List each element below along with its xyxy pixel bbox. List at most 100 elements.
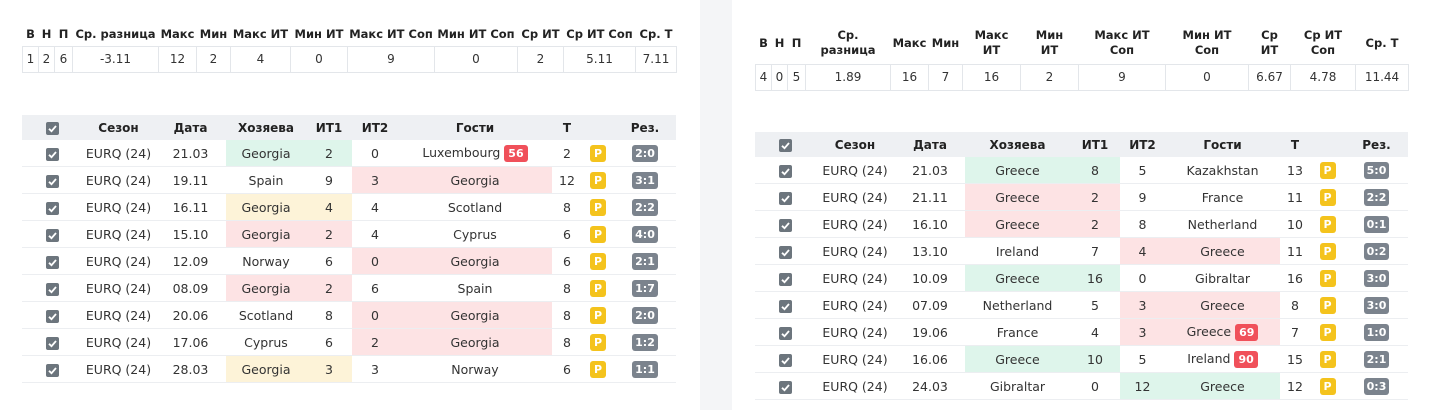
row-checkbox[interactable] <box>22 220 82 248</box>
header-text: Н <box>41 26 52 41</box>
checkbox-icon <box>778 272 792 286</box>
row-checkbox[interactable] <box>22 328 82 356</box>
match-row[interactable]: EURQ (24) 21.11 Greece 2 9 France 11 P 2:2 <box>755 183 1408 211</box>
header-text: Н <box>774 35 785 50</box>
row-checkbox[interactable] <box>755 264 815 292</box>
mark-badge[interactable]: P <box>590 252 606 270</box>
mark-badge[interactable]: P <box>590 279 606 297</box>
home-score: 6 <box>306 328 352 356</box>
match-row[interactable]: EURQ (24) 16.11 Georgia 4 4 Scotland 8 P 2:2 <box>22 193 676 221</box>
mark-cell: P <box>1310 318 1345 346</box>
mark-badge[interactable]: P <box>1319 377 1336 395</box>
match-row[interactable]: EURQ (24) 21.03 Georgia 2 0 Luxembourg 56 2 P 2:0 <box>22 140 676 167</box>
row-checkbox[interactable] <box>755 237 815 265</box>
total: 8 <box>552 193 582 221</box>
season: EURQ (24) <box>82 193 155 221</box>
match-row[interactable]: EURQ (24) 13.10 Ireland 7 4 Greece 11 P 0:2 <box>755 237 1408 265</box>
season: EURQ (24) <box>815 210 895 238</box>
home-score: 8 <box>306 301 352 329</box>
match-row[interactable]: EURQ (24) 19.11 Spain 9 3 Georgia 12 P 3:1 <box>22 166 676 194</box>
match-row[interactable]: EURQ (24) 19.06 France 4 3 Greece 69 7 P 1:0 <box>755 318 1408 346</box>
mark-badge[interactable]: P <box>1319 161 1336 179</box>
header-text: Ср. разница <box>75 26 156 41</box>
match-row[interactable]: EURQ (24) 10.09 Greece 16 0 Gibraltar 16 P 3:0 <box>755 264 1408 292</box>
select-all[interactable] <box>755 132 815 157</box>
match-row[interactable]: EURQ (24) 21.03 Greece 8 5 Kazakhstan 13 P 5:0 <box>755 157 1408 184</box>
mark-badge[interactable]: P <box>1319 215 1336 233</box>
mark-badge[interactable]: P <box>1319 188 1336 206</box>
result-badge: 2:1 <box>1363 350 1390 368</box>
result-cell: 3:0 <box>1345 291 1408 319</box>
summary-value: 0 <box>434 45 518 73</box>
total: 12 <box>1280 372 1310 400</box>
row-checkbox[interactable] <box>755 157 815 184</box>
row-checkbox[interactable] <box>755 183 815 211</box>
match-row[interactable]: EURQ (24) 07.09 Netherland 5 3 Greece 8 P 3:0 <box>755 291 1408 319</box>
mark-badge[interactable]: P <box>1319 242 1336 260</box>
header-text: Мин <box>931 35 960 50</box>
summary-value: 5.11 <box>563 45 636 73</box>
result-badge: 2:2 <box>632 198 658 216</box>
date: 15.10 <box>155 220 226 248</box>
match-row[interactable]: EURQ (24) 16.10 Greece 2 8 Netherland 10 P 0:1 <box>755 210 1408 238</box>
checkbox-icon <box>778 138 792 152</box>
header-text: Ср. Т <box>639 26 673 41</box>
row-checkbox[interactable] <box>755 372 815 400</box>
mark-badge[interactable]: P <box>590 144 606 162</box>
mark-badge[interactable]: P <box>590 171 606 189</box>
checkbox-icon <box>45 201 59 215</box>
header-text: Ср. разница <box>820 27 876 57</box>
mark-badge[interactable]: P <box>1319 323 1336 341</box>
header-cell <box>582 115 614 140</box>
result-cell: 4:0 <box>614 220 676 248</box>
mark-badge[interactable]: P <box>590 333 606 351</box>
row-checkbox[interactable] <box>22 355 82 383</box>
header-cell: Хозяева <box>965 132 1070 157</box>
match-row[interactable]: EURQ (24) 16.06 Greece 10 5 Ireland 90 15 P 2:1 <box>755 345 1408 373</box>
row-checkbox[interactable] <box>755 210 815 238</box>
match-row[interactable]: EURQ (24) 08.09 Georgia 2 6 Spain 8 P 1:7 <box>22 274 676 302</box>
match-row[interactable]: EURQ (24) 12.09 Norway 6 0 Georgia 6 P 2:1 <box>22 247 676 275</box>
row-checkbox[interactable] <box>22 193 82 221</box>
header-cell: Гости <box>1165 132 1280 157</box>
match-row[interactable]: EURQ (24) 17.06 Cyprus 6 2 Georgia 8 P 1:2 <box>22 328 676 356</box>
match-row[interactable]: EURQ (24) 24.03 Gibraltar 0 12 Greece 12 P 0:3 <box>755 372 1408 400</box>
home-team: Scotland <box>226 301 306 329</box>
away-name: Greece <box>1200 243 1245 259</box>
result-cell: 3:0 <box>1345 264 1408 292</box>
header-text: П <box>791 35 802 50</box>
mark-badge[interactable]: P <box>590 360 606 378</box>
mark-cell: P <box>1310 210 1345 238</box>
result-badge: 1:7 <box>632 279 658 297</box>
away-team: Gibraltar <box>1165 264 1280 292</box>
row-checkbox[interactable] <box>22 274 82 302</box>
checkbox-icon <box>45 174 59 188</box>
away-team: Greece <box>1165 372 1280 400</box>
row-checkbox[interactable] <box>755 318 815 346</box>
row-checkbox[interactable] <box>22 140 82 167</box>
home-team: Spain <box>226 166 306 194</box>
checkbox-icon <box>778 245 792 259</box>
mark-badge[interactable]: P <box>590 306 606 324</box>
row-checkbox[interactable] <box>22 247 82 275</box>
match-row[interactable]: EURQ (24) 28.03 Georgia 3 3 Norway 6 P 1:1 <box>22 355 676 383</box>
mark-badge[interactable]: P <box>1319 350 1336 368</box>
row-checkbox[interactable] <box>755 345 815 373</box>
summary-header-cell: Мин <box>929 22 963 64</box>
match-row[interactable]: EURQ (24) 20.06 Scotland 8 0 Georgia 8 P 2:0 <box>22 301 676 329</box>
mark-badge[interactable]: P <box>1319 296 1336 314</box>
mark-cell: P <box>1310 345 1345 373</box>
select-all[interactable] <box>22 115 82 140</box>
match-row[interactable]: EURQ (24) 15.10 Georgia 2 4 Cyprus 6 P 4:0 <box>22 220 676 248</box>
date: 21.11 <box>895 183 965 211</box>
row-checkbox[interactable] <box>755 291 815 319</box>
date: 21.03 <box>895 157 965 184</box>
row-checkbox[interactable] <box>22 166 82 194</box>
result-badge: 2:2 <box>1363 188 1390 206</box>
row-checkbox[interactable] <box>22 301 82 329</box>
mark-badge[interactable]: P <box>590 225 606 243</box>
summary-value: 6 <box>54 45 73 73</box>
header-text: Мин <box>199 26 228 41</box>
mark-badge[interactable]: P <box>590 198 606 216</box>
mark-badge[interactable]: P <box>1319 269 1336 287</box>
